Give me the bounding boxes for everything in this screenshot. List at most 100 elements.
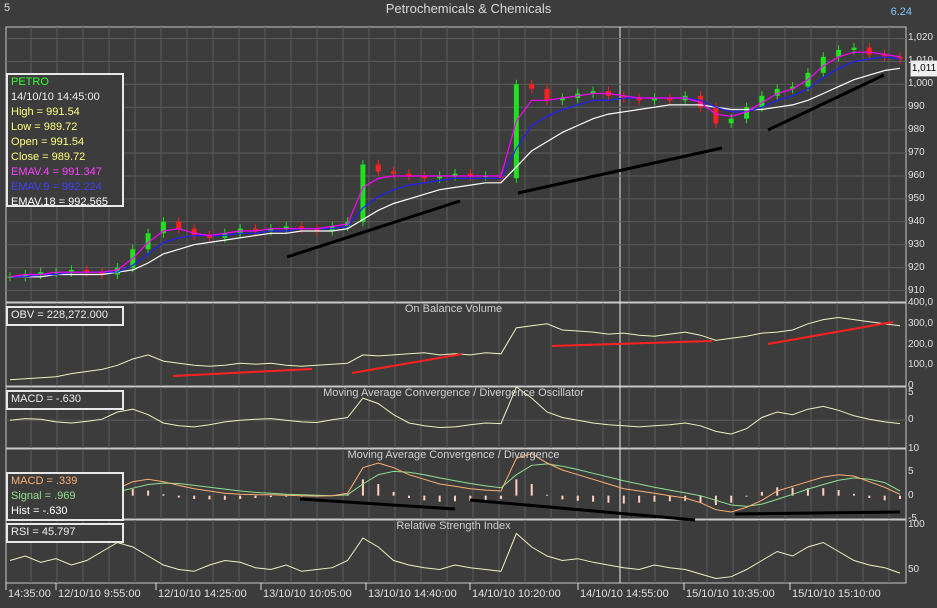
- time-axis-tick: 15/10/10 10:35:00: [686, 588, 775, 600]
- candle-body: [268, 228, 274, 231]
- obv-trend-line: [767, 321, 894, 345]
- trend-line: [767, 73, 885, 132]
- macd-osc-value: MACD = -.630: [11, 393, 81, 405]
- high-label: High = 991.54: [11, 106, 80, 118]
- chart-title: Petrochemicals & Chemicals: [385, 1, 552, 16]
- obv-info-box: OBV = 228,272.000: [6, 306, 124, 326]
- price-axis-tick: 1,020: [908, 32, 934, 44]
- corner-value: 6.24: [890, 6, 912, 18]
- candle-body: [375, 164, 381, 172]
- candle-body: [360, 164, 366, 222]
- candle-body: [866, 47, 872, 55]
- candle-body: [406, 173, 412, 176]
- candle-body: [299, 226, 305, 229]
- macd-osc-info-box: MACD = -.630: [6, 390, 124, 410]
- macd-trend-line: [469, 498, 696, 522]
- time-axis-tick: 14:35:00: [8, 588, 51, 600]
- trend-line: [286, 199, 461, 259]
- candle-body: [713, 107, 719, 124]
- obv-axis-tick: 100,0: [908, 359, 934, 371]
- open-label: Open = 991.54: [11, 136, 85, 148]
- rsi-title: Relative Strength Index: [396, 520, 511, 532]
- candle-body: [437, 175, 443, 179]
- macd-osc-axis-tick: 5: [908, 386, 914, 398]
- ema4-line: [9, 51, 901, 278]
- candle-body: [851, 47, 857, 50]
- price-axis-tick: 920: [908, 261, 925, 273]
- symbol-label: PETRO: [11, 76, 49, 88]
- price-axis-tick: 1,010: [908, 55, 934, 67]
- osc-panel-frame: [5, 386, 907, 449]
- macd-title: Moving Average Convergence / Divergence: [347, 449, 560, 461]
- time-axis-tick: 13/10/10 10:05:00: [263, 588, 352, 600]
- macd-axis-tick: -5: [908, 513, 917, 524]
- candle-body: [314, 228, 320, 231]
- price-axis-tick: 950: [908, 192, 925, 204]
- candle-body: [667, 98, 673, 101]
- rsi-axis-tick: 50: [908, 563, 920, 575]
- signal-value: Signal = .969: [11, 490, 76, 502]
- rsi-axis-tick: 100: [908, 518, 925, 530]
- candle-body: [897, 56, 903, 60]
- candle-body: [206, 235, 212, 238]
- candle-body: [728, 118, 734, 124]
- candle-body: [559, 98, 565, 101]
- candle-body: [283, 226, 289, 229]
- macd-osc-axis-tick: 0: [908, 414, 914, 426]
- price-axis-tick: 1,000: [908, 78, 934, 90]
- candle-body: [621, 95, 627, 99]
- price-info-box: PETRO 14/10/10 14:45:00 High = 991.54 Lo…: [6, 73, 124, 208]
- obv-trend-line: [172, 368, 313, 377]
- candle-body: [452, 173, 458, 176]
- candle-body: [191, 228, 197, 236]
- candle-body: [84, 269, 90, 273]
- candle-body: [820, 56, 826, 73]
- price-axis-tick: 960: [908, 169, 925, 181]
- candle-body: [774, 88, 780, 96]
- price-axis-tick: 910: [908, 284, 925, 296]
- time-axis-tick: 13/10/10 14:40:00: [368, 588, 457, 600]
- time-axis-tick: 15/10/10 15:10:00: [792, 588, 881, 600]
- ema18-label: EMAV.18 = 992.565: [11, 196, 108, 208]
- obv-axis-tick: 200,0: [908, 338, 934, 350]
- datetime-label: 14/10/10 14:45:00: [11, 91, 100, 103]
- candle-body: [790, 86, 796, 89]
- macd-axis-tick: 0: [908, 489, 914, 501]
- obv-trend-line: [351, 353, 463, 374]
- price-panel-frame: [5, 26, 907, 303]
- ema4-label: EMAV.4 = 991.347: [11, 166, 102, 178]
- candle-body: [467, 173, 473, 176]
- trend-line: [517, 146, 723, 195]
- candle-body: [836, 49, 842, 57]
- obv-axis-tick: 0: [908, 380, 914, 391]
- obv-value: OBV = 228,272.000: [11, 309, 108, 321]
- candle-body: [145, 233, 151, 250]
- macd-info-box: MACD = .339 Signal = .969 Hist = -.630: [6, 472, 124, 521]
- price-axis-tick: 980: [908, 124, 925, 136]
- time-axis-tick: 12/10/10 14:25:00: [158, 588, 247, 600]
- candle-body: [529, 84, 535, 89]
- ema9-line: [10, 56, 901, 278]
- signal-line: [10, 463, 901, 507]
- hist-value: Hist = -.630: [11, 505, 68, 517]
- candle-body: [744, 107, 750, 119]
- close-label: Close = 989.72: [11, 151, 86, 163]
- rsi-info-box: RSI = 45.797: [6, 523, 124, 543]
- candle-body: [99, 272, 105, 275]
- time-axis-tick: 14/10/10 10:20:00: [472, 588, 561, 600]
- obv-title: On Balance Volume: [404, 303, 503, 315]
- candle-body: [253, 228, 259, 231]
- obv-trend-line: [551, 340, 713, 347]
- obv-panel-frame: [5, 302, 907, 387]
- ema9-label: EMAV.9 = 992.224: [11, 181, 102, 193]
- low-label: Low = 989.72: [11, 121, 78, 133]
- macd-trend-line: [299, 497, 456, 511]
- last-price-marker: 1,011: [910, 60, 937, 77]
- macd-trend-line: [734, 510, 901, 516]
- macd-osc-title: Moving Average Convergence / Divergence …: [323, 387, 584, 399]
- candle-body: [636, 98, 642, 101]
- macd-axis-tick: 10: [908, 443, 920, 454]
- candle-body: [68, 269, 74, 273]
- macd-value: MACD = .339: [11, 475, 78, 487]
